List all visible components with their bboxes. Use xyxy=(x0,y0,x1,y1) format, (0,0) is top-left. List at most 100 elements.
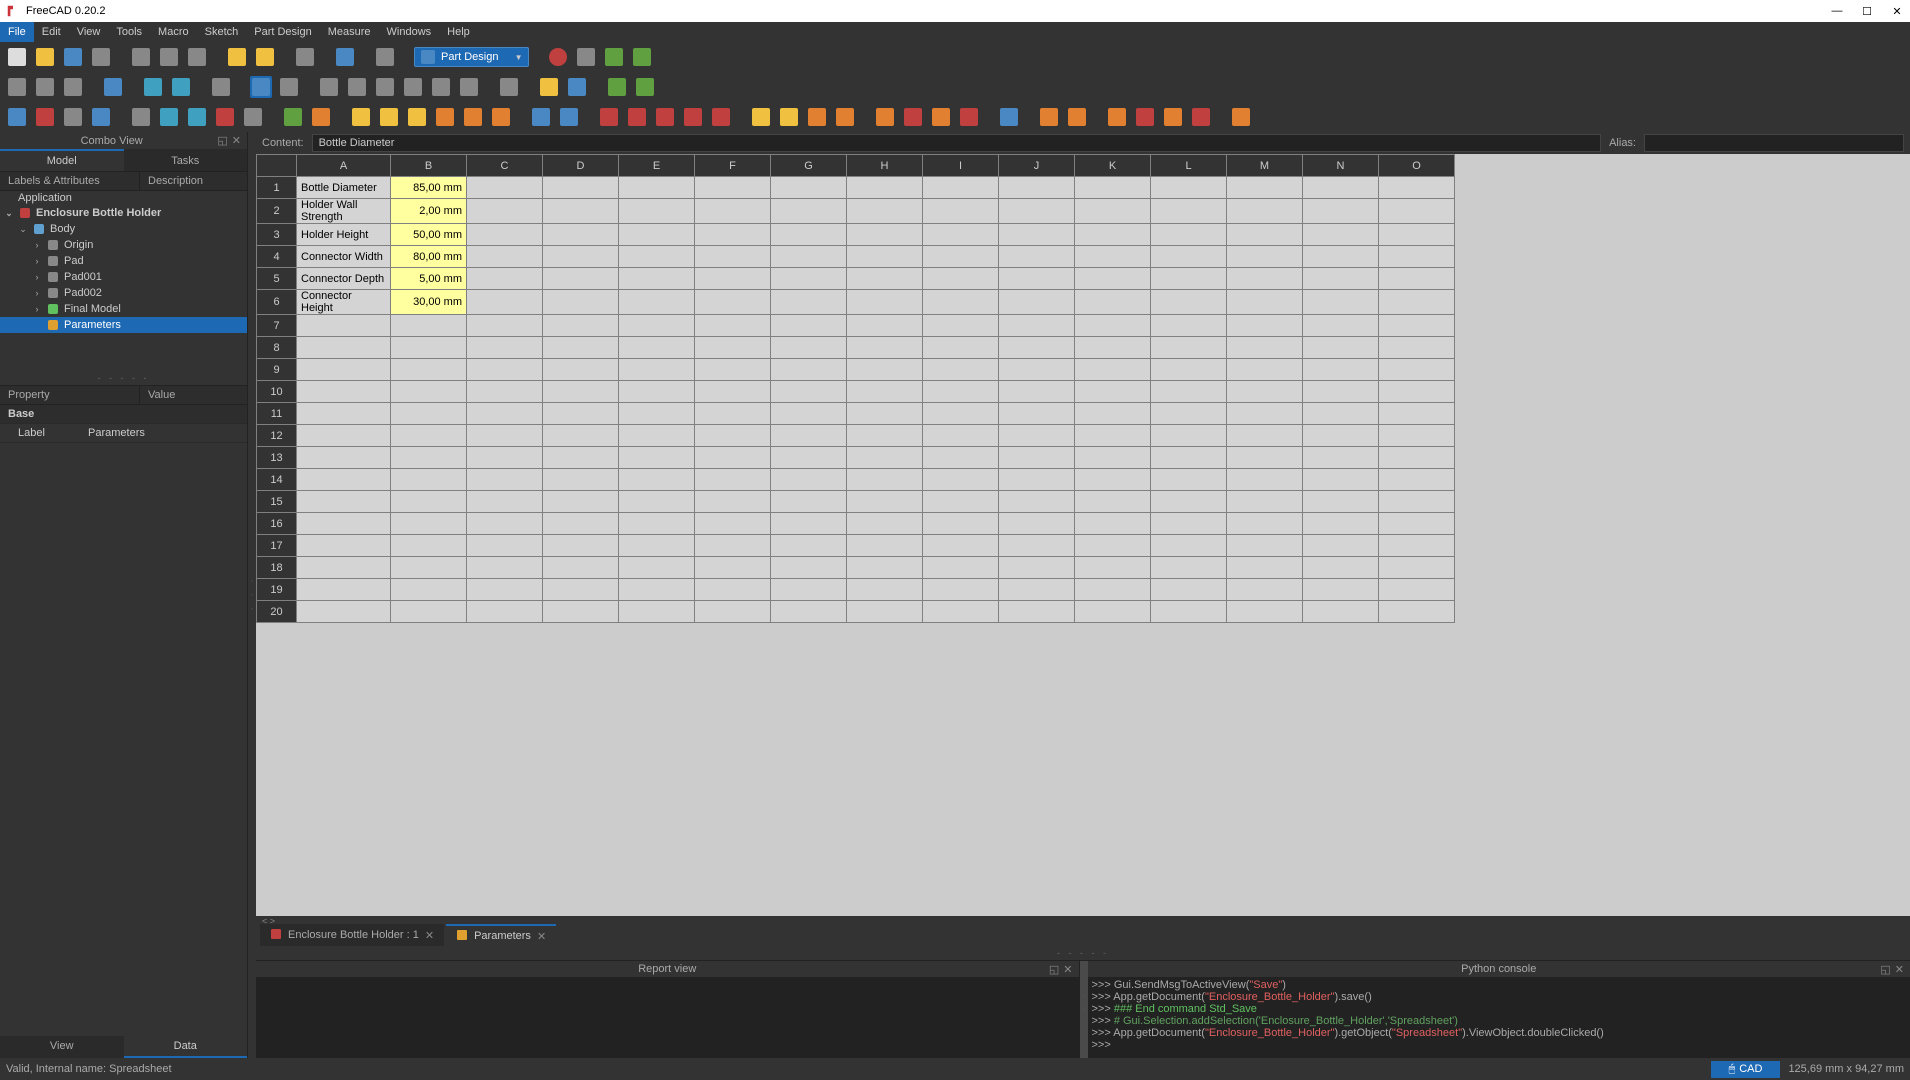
cell-F13[interactable] xyxy=(695,447,771,469)
cell-N7[interactable] xyxy=(1303,315,1379,337)
toolbar-button-2-8[interactable] xyxy=(214,106,236,128)
row-header-17[interactable]: 17 xyxy=(257,535,297,557)
cell-H5[interactable] xyxy=(847,268,923,290)
cell-G8[interactable] xyxy=(771,337,847,359)
row-header-18[interactable]: 18 xyxy=(257,557,297,579)
cell-F18[interactable] xyxy=(695,557,771,579)
cell-G5[interactable] xyxy=(771,268,847,290)
cell-E9[interactable] xyxy=(619,359,695,381)
toolbar-button-0-21[interactable] xyxy=(575,46,597,68)
cell-L11[interactable] xyxy=(1151,403,1227,425)
cell-I2[interactable] xyxy=(923,199,999,224)
workbench-selector[interactable]: Part Design xyxy=(414,47,529,67)
horizontal-scroll-indicator[interactable]: < > xyxy=(256,916,1910,924)
cell-J19[interactable] xyxy=(999,579,1075,601)
alias-input[interactable] xyxy=(1644,134,1904,152)
cell-F12[interactable] xyxy=(695,425,771,447)
toolbar-button-2-33[interactable] xyxy=(834,106,856,128)
column-header-J[interactable]: J xyxy=(999,155,1075,177)
toolbar-button-0-20[interactable] xyxy=(547,46,569,68)
toolbar-button-2-26[interactable] xyxy=(654,106,676,128)
cell-B12[interactable] xyxy=(391,425,467,447)
cell-J18[interactable] xyxy=(999,557,1075,579)
cell-D6[interactable] xyxy=(543,290,619,315)
cell-M17[interactable] xyxy=(1227,535,1303,557)
column-header-O[interactable]: O xyxy=(1379,155,1455,177)
cell-N3[interactable] xyxy=(1303,224,1379,246)
cell-J8[interactable] xyxy=(999,337,1075,359)
cell-O11[interactable] xyxy=(1379,403,1455,425)
toolbar-button-0-5[interactable] xyxy=(130,46,152,68)
cell-M19[interactable] xyxy=(1227,579,1303,601)
cell-N14[interactable] xyxy=(1303,469,1379,491)
column-header-F[interactable]: F xyxy=(695,155,771,177)
toolbar-button-2-47[interactable] xyxy=(1162,106,1184,128)
tree-item-body[interactable]: ⌄Body xyxy=(0,221,247,237)
cell-G6[interactable] xyxy=(771,290,847,315)
cell-I6[interactable] xyxy=(923,290,999,315)
cell-M11[interactable] xyxy=(1227,403,1303,425)
toolbar-button-2-12[interactable] xyxy=(310,106,332,128)
cell-F5[interactable] xyxy=(695,268,771,290)
cell-H18[interactable] xyxy=(847,557,923,579)
cell-K20[interactable] xyxy=(1075,601,1151,623)
report-view-body[interactable] xyxy=(256,977,1079,1058)
cell-B13[interactable] xyxy=(391,447,467,469)
cell-F3[interactable] xyxy=(695,224,771,246)
cell-L5[interactable] xyxy=(1151,268,1227,290)
tree-toggle-icon[interactable]: › xyxy=(32,288,42,298)
bottom-vertical-splitter[interactable]: ··· xyxy=(1080,961,1088,1058)
tree-item-application[interactable]: Application xyxy=(0,191,247,205)
cell-L9[interactable] xyxy=(1151,359,1227,381)
toolbar-button-1-17[interactable] xyxy=(402,76,424,98)
cell-O13[interactable] xyxy=(1379,447,1455,469)
cell-H2[interactable] xyxy=(847,199,923,224)
toolbar-button-1-9[interactable] xyxy=(210,76,232,98)
cell-J9[interactable] xyxy=(999,359,1075,381)
cell-M9[interactable] xyxy=(1227,359,1303,381)
toolbar-button-2-31[interactable] xyxy=(778,106,800,128)
cell-M12[interactable] xyxy=(1227,425,1303,447)
row-header-20[interactable]: 20 xyxy=(257,601,297,623)
tree-item-origin[interactable]: ›Origin xyxy=(0,237,247,253)
toolbar-button-2-30[interactable] xyxy=(750,106,772,128)
column-header-A[interactable]: A xyxy=(297,155,391,177)
cell-G20[interactable] xyxy=(771,601,847,623)
combo-bottom-tab-view[interactable]: View xyxy=(0,1036,124,1058)
menu-view[interactable]: View xyxy=(69,22,109,42)
cell-N10[interactable] xyxy=(1303,381,1379,403)
cell-F14[interactable] xyxy=(695,469,771,491)
cell-B14[interactable] xyxy=(391,469,467,491)
cell-L6[interactable] xyxy=(1151,290,1227,315)
cell-I16[interactable] xyxy=(923,513,999,535)
cell-E5[interactable] xyxy=(619,268,695,290)
cell-D1[interactable] xyxy=(543,177,619,199)
toolbar-button-0-14[interactable] xyxy=(334,46,356,68)
row-header-1[interactable]: 1 xyxy=(257,177,297,199)
cell-K4[interactable] xyxy=(1075,246,1151,268)
column-header-B[interactable]: B xyxy=(391,155,467,177)
cell-C13[interactable] xyxy=(467,447,543,469)
cell-C1[interactable] xyxy=(467,177,543,199)
cell-C12[interactable] xyxy=(467,425,543,447)
toolbar-button-1-2[interactable] xyxy=(62,76,84,98)
toolbar-button-2-15[interactable] xyxy=(378,106,400,128)
column-header-N[interactable]: N xyxy=(1303,155,1379,177)
cell-K6[interactable] xyxy=(1075,290,1151,315)
cell-C6[interactable] xyxy=(467,290,543,315)
tree-item-enclosure-bottle-holder[interactable]: ⌄Enclosure Bottle Holder xyxy=(0,205,247,221)
cell-O18[interactable] xyxy=(1379,557,1455,579)
row-header-10[interactable]: 10 xyxy=(257,381,297,403)
cell-N20[interactable] xyxy=(1303,601,1379,623)
cell-A17[interactable] xyxy=(297,535,391,557)
cell-I4[interactable] xyxy=(923,246,999,268)
toolbar-button-1-27[interactable] xyxy=(634,76,656,98)
row-header-9[interactable]: 9 xyxy=(257,359,297,381)
cell-D3[interactable] xyxy=(543,224,619,246)
cell-M8[interactable] xyxy=(1227,337,1303,359)
cell-M1[interactable] xyxy=(1227,177,1303,199)
cell-I7[interactable] xyxy=(923,315,999,337)
cell-H14[interactable] xyxy=(847,469,923,491)
python-console-body[interactable]: >>> Gui.SendMsgToActiveView("Save")>>> A… xyxy=(1088,977,1910,1058)
cell-A13[interactable] xyxy=(297,447,391,469)
